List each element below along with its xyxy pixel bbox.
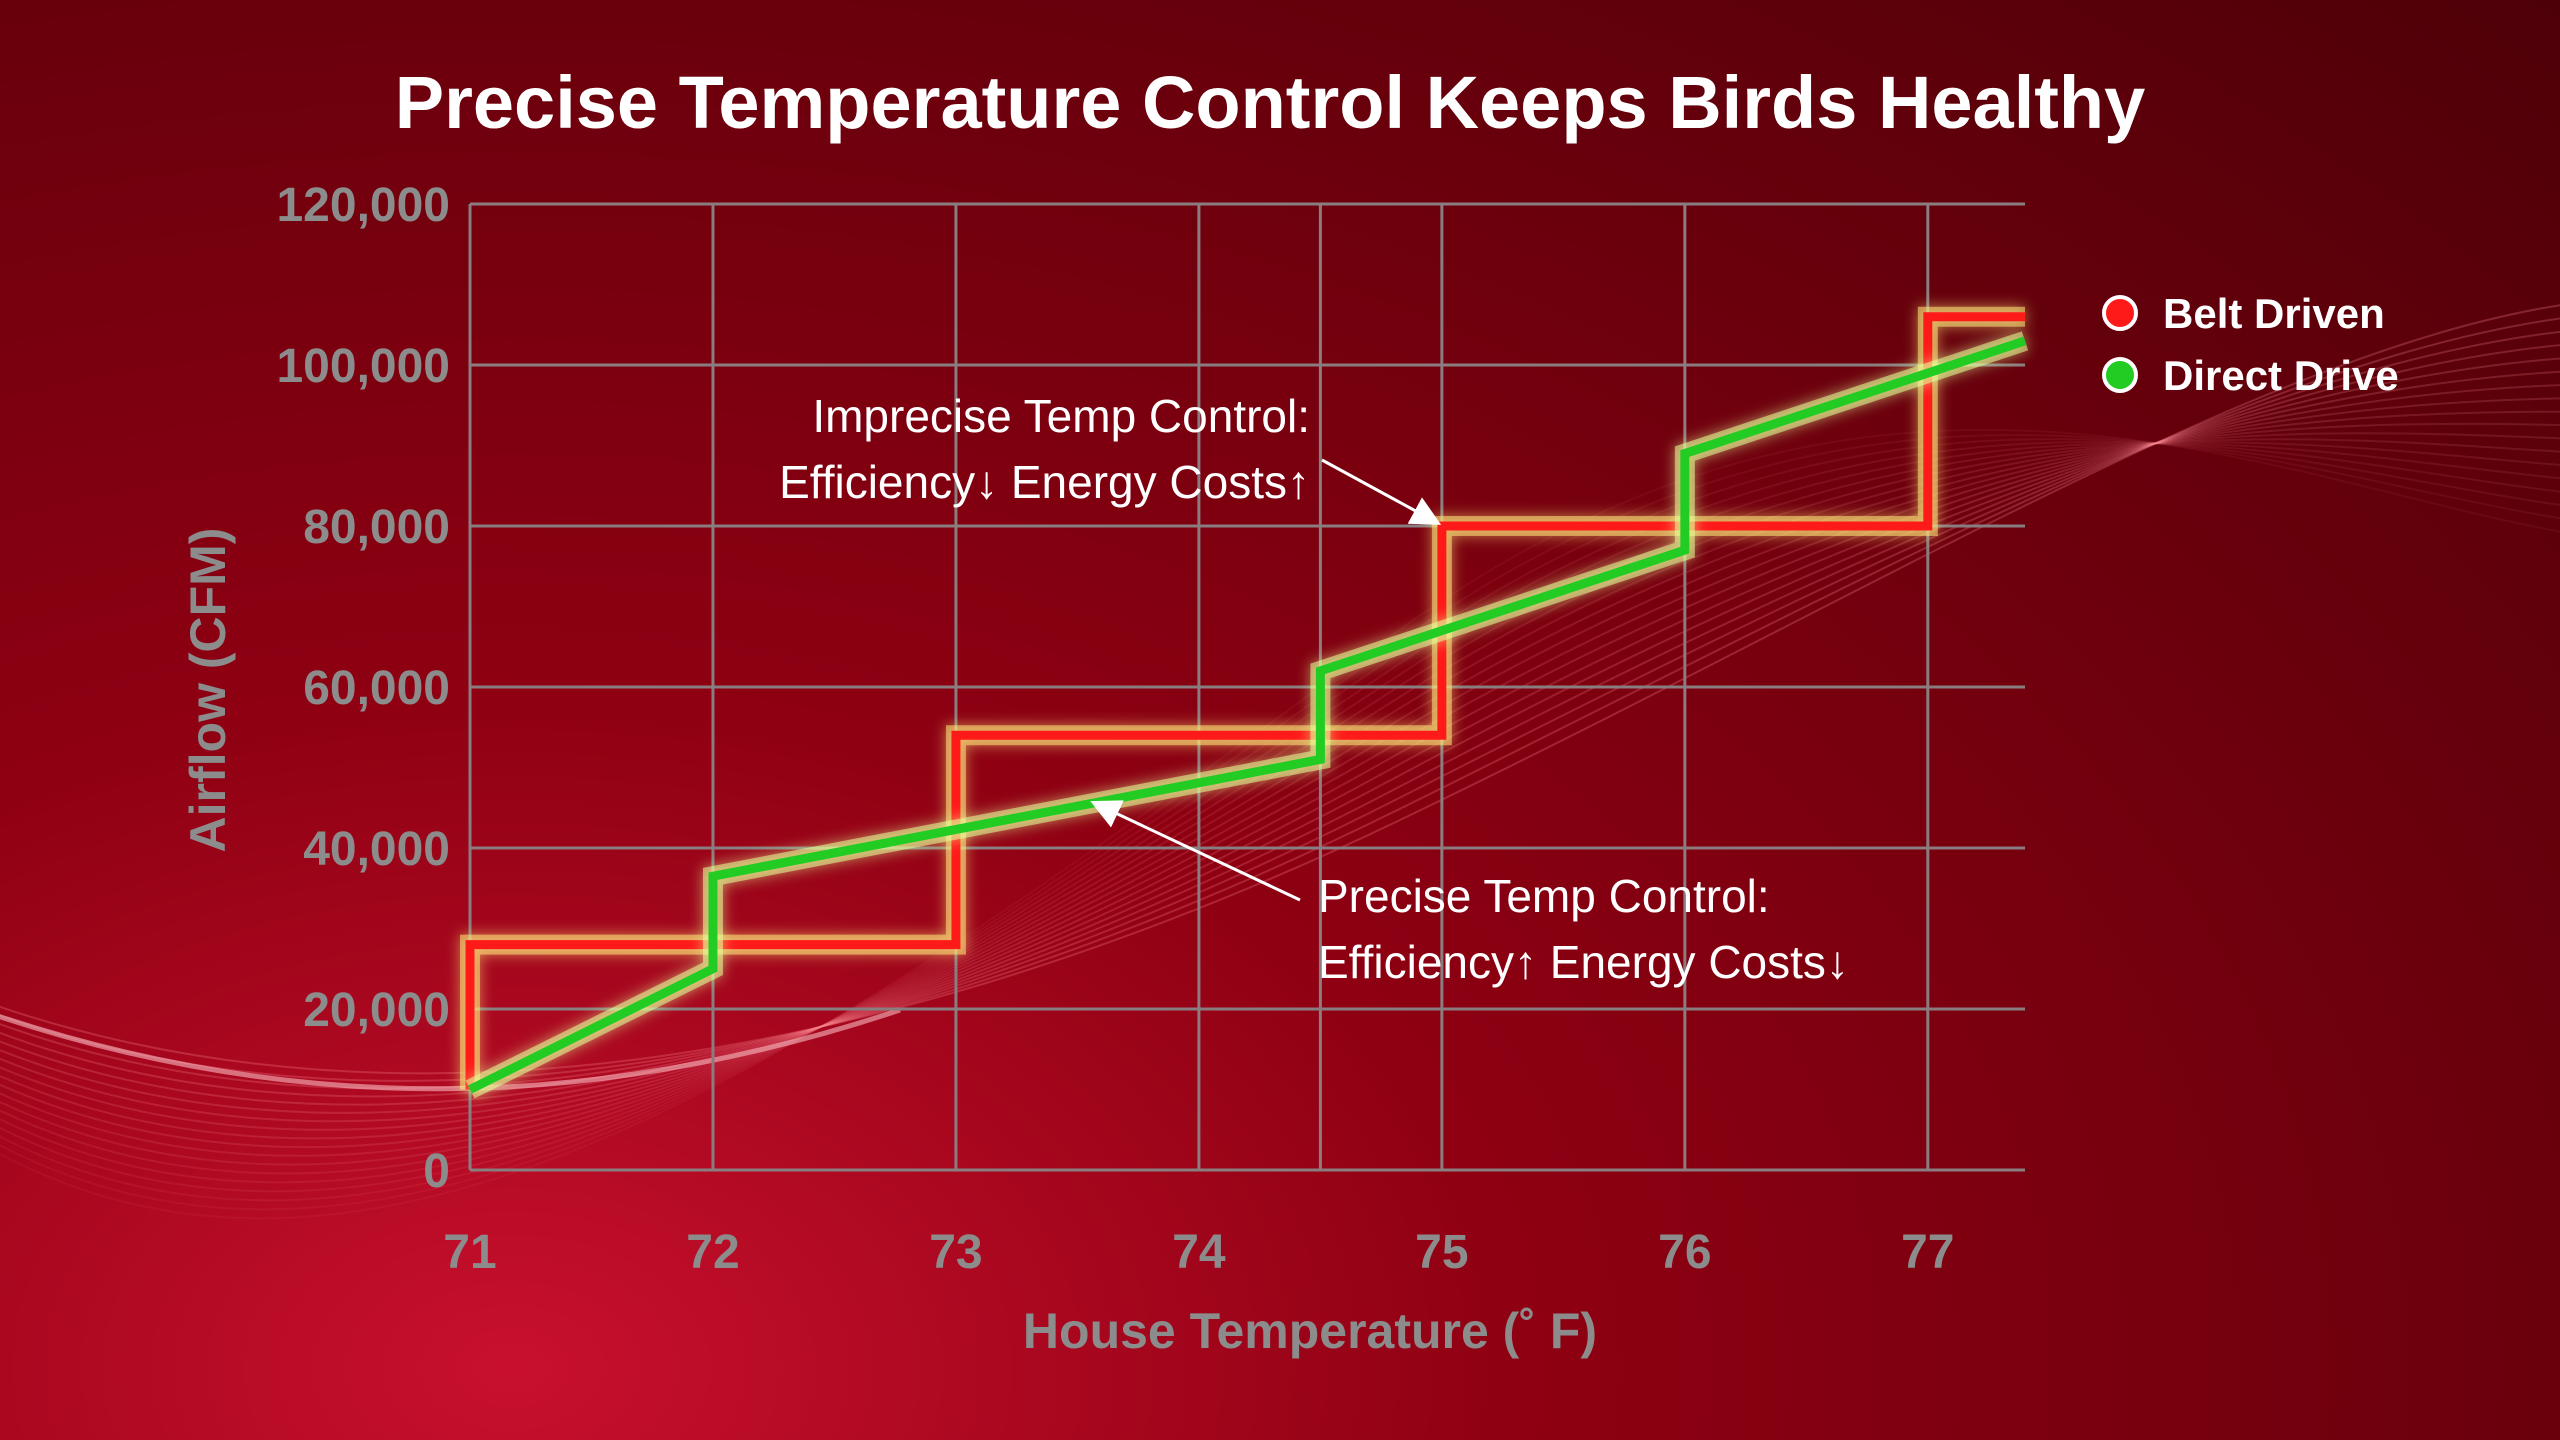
swoosh-line: [0, 384, 2560, 1123]
y-axis-ticks: 0 20,000 40,000 60,000 80,000 100,000 120,000: [276, 179, 450, 1198]
swoosh-line: [0, 357, 2560, 1106]
x-tick-label: 76: [1658, 1226, 1711, 1279]
x-tick-label: 72: [686, 1226, 739, 1279]
swoosh-line: [0, 304, 2560, 1075]
swoosh-line: [0, 317, 2560, 1082]
y-axis-label: Airflow (CFM): [180, 528, 236, 853]
x-tick-label: 71: [443, 1226, 496, 1279]
grid-lines: [468, 202, 2025, 1172]
annotation-text: Precise Temp Control:: [1318, 870, 1770, 922]
legend: Belt Driven Direct Drive: [2102, 290, 2399, 399]
chart-title: Precise Temperature Control Keeps Birds …: [395, 61, 2146, 144]
annotation-text: Imprecise Temp Control:: [812, 390, 1310, 442]
series-line-belt-driven: [465, 312, 2025, 1090]
swoosh-line: [0, 441, 2560, 1175]
legend-label: Belt Driven: [2163, 290, 2385, 337]
swoosh-line: [0, 344, 2560, 1098]
y-tick-label: 40,000: [303, 823, 450, 876]
swoosh-line: [0, 433, 2560, 1211]
y-tick-label: 100,000: [276, 340, 450, 393]
annotation-arrow: [1321, 458, 1442, 525]
x-tick-label: 74: [1172, 1226, 1226, 1279]
x-tick-label: 75: [1415, 1226, 1468, 1279]
annotation-text: Efficiency↑ Energy Costs↓: [1318, 936, 1849, 988]
y-tick-label: 20,000: [303, 984, 450, 1037]
y-tick-label: 0: [423, 1145, 450, 1198]
swoosh-line: [0, 370, 2560, 1114]
swoosh-highlight: [0, 1007, 901, 1092]
swoosh-line: [0, 438, 2560, 1166]
y-tick-label: 120,000: [276, 179, 450, 232]
series-lines: [460, 306, 2029, 1099]
x-axis-ticks: 71 72 73 74 75 76 77: [443, 1226, 1954, 1279]
x-axis-label: House Temperature (˚ F): [1023, 1303, 1597, 1359]
x-tick-label: 73: [929, 1226, 982, 1279]
annotations: Imprecise Temp Control: Efficiency↓ Energ…: [779, 390, 1849, 988]
swoosh-line: [0, 410, 2560, 1140]
swoosh-line: [0, 440, 2560, 1193]
annotation-text: Efficiency↓ Energy Costs↑: [779, 456, 1310, 508]
legend-marker: [2102, 295, 2138, 331]
legend-marker: [2102, 357, 2138, 393]
legend-label: Direct Drive: [2163, 352, 2399, 399]
y-tick-label: 80,000: [303, 501, 450, 554]
swoosh-line: [0, 438, 2560, 1202]
y-tick-label: 60,000: [303, 662, 450, 715]
swoosh-line: [0, 422, 2560, 1149]
series-line-direct-drive: [467, 336, 2027, 1094]
swoosh-line: [0, 442, 2560, 1184]
swoosh-line: [0, 397, 2560, 1131]
annotation-arrow: [1090, 800, 1301, 902]
x-tick-label: 77: [1901, 1226, 1954, 1279]
